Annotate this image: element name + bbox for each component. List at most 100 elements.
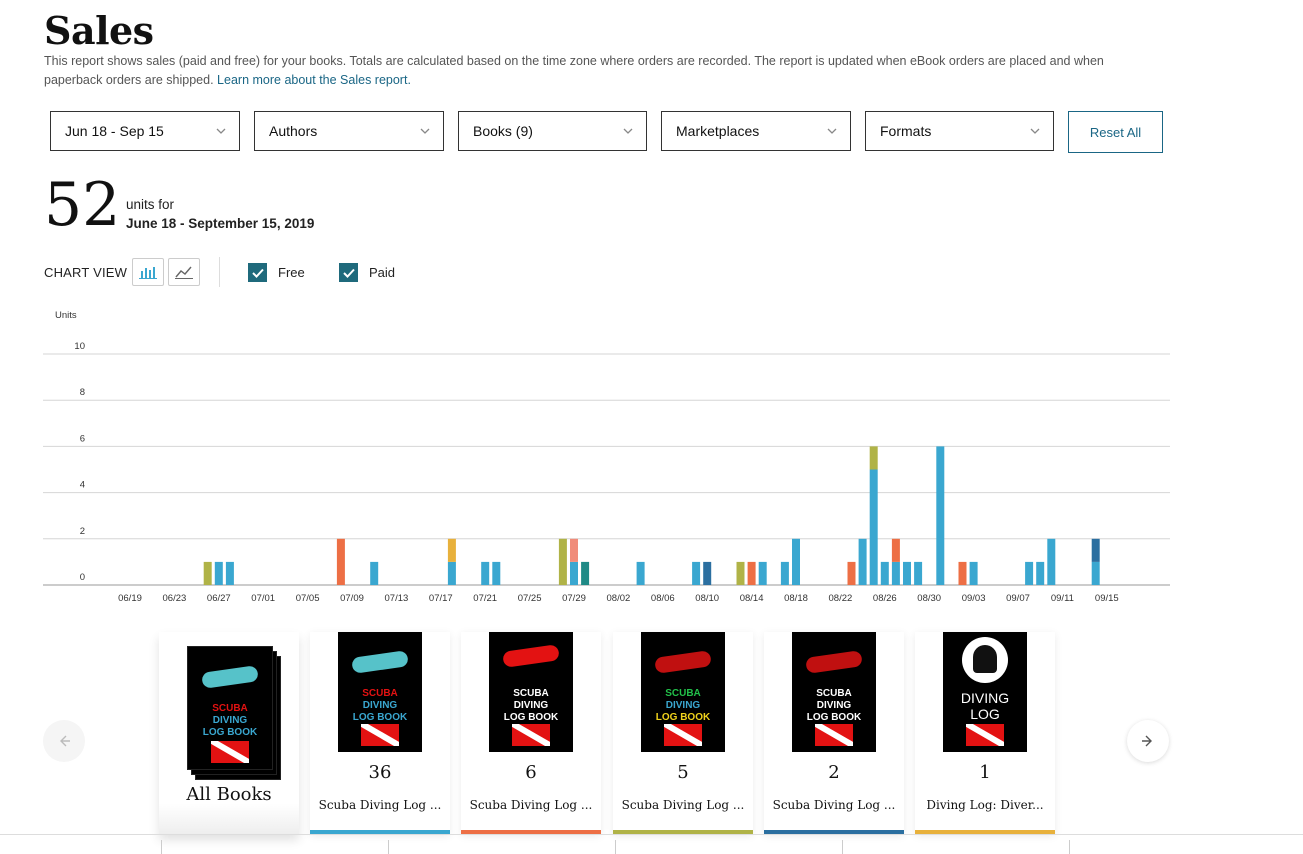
helmet-shape xyxy=(973,645,997,673)
y-tick-label: 4 xyxy=(80,480,85,491)
checkmark-icon xyxy=(342,268,355,278)
bar-segment xyxy=(858,538,867,585)
bar-segment xyxy=(336,538,345,585)
reset-all-button[interactable]: Reset All xyxy=(1068,111,1163,153)
y-tick-label: 6 xyxy=(80,433,85,444)
dive-flag-icon xyxy=(211,741,249,763)
cover-title-line: DIVING xyxy=(816,700,852,711)
marketplaces-dropdown[interactable]: Marketplaces xyxy=(661,111,851,151)
book-color-indicator xyxy=(764,830,904,834)
book-card[interactable]: SCUBA DIVING LOG BOOK 2 Scuba Diving Log ... xyxy=(764,632,904,834)
dive-flag-icon xyxy=(966,724,1004,746)
x-tick-label: 06/19 xyxy=(118,593,142,604)
book-color-indicator xyxy=(613,830,753,834)
y-axis-label: Units xyxy=(55,310,77,321)
book-units-count: 6 xyxy=(525,762,537,783)
cover-title-line: LOG BOOK xyxy=(202,727,258,738)
column-divider xyxy=(842,840,843,854)
authors-dropdown[interactable]: Authors xyxy=(254,111,444,151)
book-title: Scuba Diving Log ... xyxy=(621,798,745,812)
bottom-divider xyxy=(0,834,1303,835)
book-units-count: 5 xyxy=(677,762,689,783)
x-tick-label: 08/30 xyxy=(917,593,941,604)
bar-segment xyxy=(891,561,900,585)
chevron-down-icon xyxy=(420,128,430,134)
formats-dropdown[interactable]: Formats xyxy=(865,111,1054,151)
cover-title-line: LOG BOOK xyxy=(503,712,559,723)
bar-chart-icon xyxy=(139,267,157,279)
date-range-label: June 18 - September 15, 2019 xyxy=(126,216,315,231)
column-divider xyxy=(388,840,389,854)
y-tick-label: 0 xyxy=(80,572,85,583)
bar-segment xyxy=(1047,538,1056,585)
bar-chart-view-button[interactable] xyxy=(132,258,164,286)
next-books-button[interactable] xyxy=(1127,720,1169,762)
bar-segment xyxy=(581,561,590,585)
book-card[interactable]: DIVING LOG 1 Diving Log: Diver... xyxy=(915,632,1055,834)
line-chart-view-button[interactable] xyxy=(168,258,200,286)
diver-icon xyxy=(201,665,259,689)
bar-segment xyxy=(214,561,223,585)
x-tick-label: 07/13 xyxy=(385,593,409,604)
bar-segment xyxy=(869,469,878,585)
book-units-count: 2 xyxy=(828,762,840,783)
line-chart-icon xyxy=(175,266,193,279)
book-color-indicator xyxy=(461,830,601,834)
books-dropdown[interactable]: Books (9) xyxy=(458,111,647,151)
chevron-down-icon xyxy=(827,128,837,134)
book-card[interactable]: SCUBA DIVING LOG BOOK 6 Scuba Diving Log ... xyxy=(461,632,601,834)
bar-segment xyxy=(570,538,578,562)
x-tick-label: 07/21 xyxy=(473,593,497,604)
learn-more-link[interactable]: Learn more about the Sales report. xyxy=(217,73,411,87)
x-tick-label: 07/01 xyxy=(251,593,275,604)
x-tick-label: 06/27 xyxy=(207,593,231,604)
chevron-down-icon xyxy=(623,128,633,134)
books-value: Books (9) xyxy=(473,123,533,139)
book-card[interactable]: SCUBA DIVING LOG BOOK 5 Scuba Diving Log ... xyxy=(613,632,753,834)
description-text: This report shows sales (paid and free) … xyxy=(44,54,1104,87)
units-for-label: units for xyxy=(126,197,175,212)
cover-title-line: LOG BOOK xyxy=(806,712,862,723)
book-title: Scuba Diving Log ... xyxy=(469,798,593,812)
checkmark-icon xyxy=(251,268,264,278)
bar-segment xyxy=(969,561,978,585)
bar-segment xyxy=(736,561,745,585)
bar-segment xyxy=(758,561,767,585)
free-checkbox[interactable] xyxy=(248,263,267,282)
chart-view-label: CHART VIEW xyxy=(44,265,128,280)
x-tick-label: 09/11 xyxy=(1051,593,1074,604)
bar-segment xyxy=(891,538,900,562)
x-tick-label: 09/03 xyxy=(962,593,986,604)
bar-segment xyxy=(203,561,212,585)
book-card[interactable]: SCUBA DIVING LOG BOOK 36 Scuba Diving Log ..… xyxy=(310,632,450,834)
diving-helmet-icon xyxy=(962,637,1008,683)
book-title: Diving Log: Diver... xyxy=(926,798,1044,812)
paid-checkbox[interactable] xyxy=(339,263,358,282)
x-tick-label: 09/07 xyxy=(1006,593,1030,604)
previous-books-button[interactable] xyxy=(43,720,85,762)
diver-icon xyxy=(654,650,712,674)
total-units: 52 xyxy=(44,170,121,240)
bar-segment xyxy=(558,538,567,585)
marketplaces-value: Marketplaces xyxy=(676,123,760,139)
cover-title-line: DIVING xyxy=(960,690,1010,706)
column-divider xyxy=(615,840,616,854)
dive-flag-icon xyxy=(815,724,853,746)
cover-title-line: SCUBA xyxy=(665,688,701,699)
book-color-indicator xyxy=(915,830,1055,834)
x-tick-label: 07/25 xyxy=(518,593,542,604)
cover-title-line: SCUBA xyxy=(212,703,248,714)
bar-segment xyxy=(1091,538,1100,562)
bar-segment xyxy=(747,561,756,585)
x-tick-label: 08/06 xyxy=(651,593,675,604)
bar-segment xyxy=(914,561,923,585)
date-range-dropdown[interactable]: Jun 18 - Sep 15 xyxy=(50,111,240,151)
bar-segment xyxy=(792,538,800,585)
x-tick-label: 08/02 xyxy=(607,593,631,604)
x-tick-label: 08/10 xyxy=(695,593,719,604)
cover-title-line: DIVING xyxy=(513,700,549,711)
